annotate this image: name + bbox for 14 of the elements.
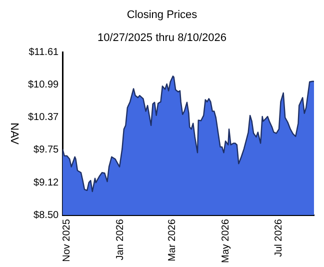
y-axis-title: NAV bbox=[8, 122, 20, 146]
y-tick-label: $9.75 bbox=[34, 144, 60, 156]
y-tick-label: $9.12 bbox=[34, 177, 60, 188]
x-tick-label: Mar 2026 bbox=[166, 218, 178, 262]
chart-subtitle: 10/27/2025 thru 8/10/2026 bbox=[96, 32, 228, 44]
x-tick-label: Jul 2026 bbox=[274, 218, 285, 257]
y-tick-label: $11.61 bbox=[28, 46, 60, 58]
x-tick-label: Jan 2026 bbox=[115, 218, 126, 260]
y-tick-label: $10.99 bbox=[28, 79, 60, 90]
y-tick-label: $8.50 bbox=[34, 210, 60, 221]
x-tick-label: Nov 2025 bbox=[62, 218, 73, 262]
x-tick-label: May 2026 bbox=[220, 218, 232, 264]
y-tick-label: $10.37 bbox=[28, 112, 60, 123]
chart-title: Closing Prices bbox=[126, 9, 198, 21]
